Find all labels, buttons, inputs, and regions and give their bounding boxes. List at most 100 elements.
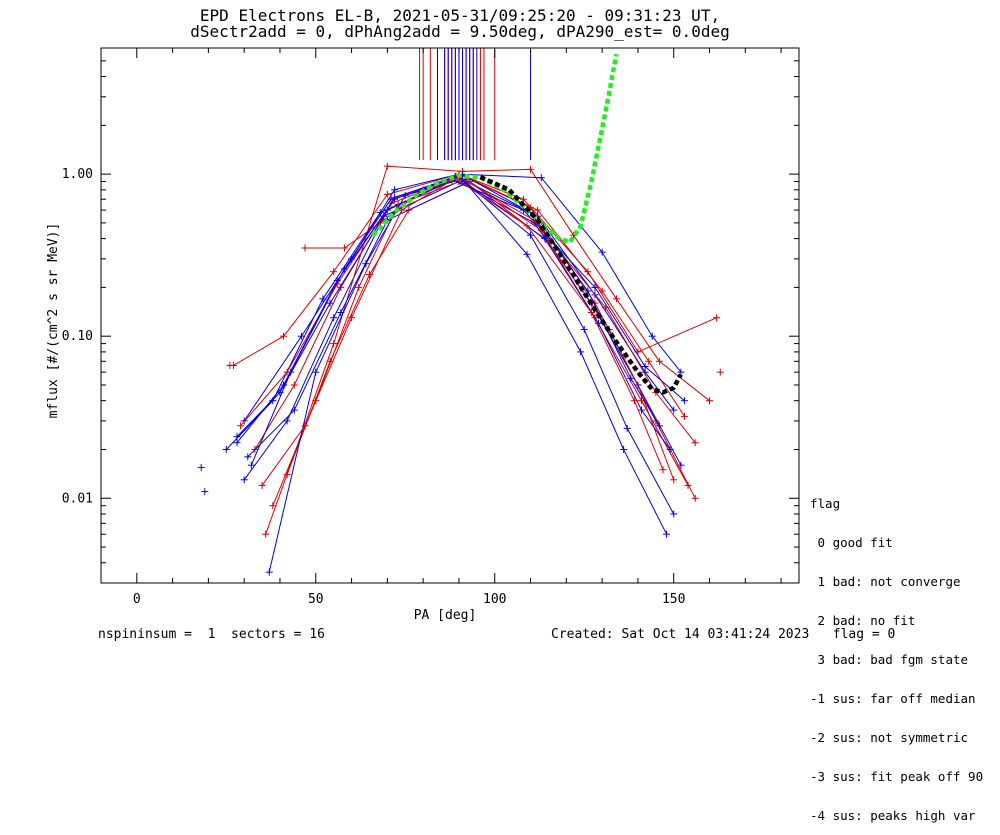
data-point xyxy=(541,235,549,243)
data-point xyxy=(330,340,338,348)
axes-layer: 0 50 100 150 0.01 0.10 1.00 PA [deg] mflux [#/(c… xyxy=(46,47,800,623)
x-tick-label: 150 xyxy=(662,592,685,607)
data-point xyxy=(326,299,334,307)
data-point xyxy=(577,348,585,356)
data-point xyxy=(641,363,649,371)
data-point xyxy=(638,406,646,414)
data-point xyxy=(312,368,320,376)
y-tick-label: 0.10 xyxy=(62,329,93,344)
data-point xyxy=(319,295,327,303)
data-point xyxy=(519,195,527,203)
data-point xyxy=(655,357,663,365)
legend-title: flag xyxy=(810,496,841,511)
isolated-point xyxy=(716,368,724,376)
series-line-5 xyxy=(250,175,675,466)
data-point xyxy=(283,471,291,479)
data-point xyxy=(580,325,588,333)
data-point xyxy=(691,494,699,502)
data-point xyxy=(233,439,241,447)
isolated-point xyxy=(197,463,205,471)
data-point xyxy=(283,417,291,425)
data-point xyxy=(290,406,298,414)
data-point xyxy=(713,314,721,322)
data-point xyxy=(262,530,270,538)
legend-item-fit-peak-off: -3 sus: fit peak off 90 xyxy=(810,769,984,784)
series-line-13 xyxy=(247,182,671,458)
plot-frame xyxy=(100,47,800,584)
data-point xyxy=(340,244,348,252)
x-axis-title: PA [deg] xyxy=(414,608,477,623)
data-point xyxy=(680,412,688,420)
legend-item-not-symmetric: -2 sus: not symmetric xyxy=(810,730,969,745)
data-layer xyxy=(197,48,724,576)
data-point xyxy=(620,445,628,453)
data-point xyxy=(584,287,592,295)
data-point xyxy=(383,162,391,170)
data-point xyxy=(666,445,674,453)
legend-item-peaks-high-var: -4 sus: peaks high var xyxy=(810,808,976,823)
data-point xyxy=(387,199,395,207)
data-point xyxy=(527,165,535,173)
data-point xyxy=(258,481,266,489)
data-point xyxy=(297,332,305,340)
data-point xyxy=(684,481,692,489)
chart-title-line1: EPD Electrons EL-B, 2021-05-31/09:25:20 … xyxy=(199,6,721,25)
data-point xyxy=(670,476,678,484)
data-point xyxy=(333,277,341,285)
data-point xyxy=(677,368,685,376)
data-point xyxy=(534,206,542,214)
footer-spin-info: nspininsum = 1 sectors = 16 xyxy=(98,627,325,642)
data-point xyxy=(283,368,291,376)
data-point xyxy=(244,453,252,461)
x-tick-label: 50 xyxy=(308,592,324,607)
data-point xyxy=(587,309,595,317)
data-point xyxy=(612,295,620,303)
y-tick-label: 1.00 xyxy=(62,167,93,182)
data-point xyxy=(237,422,245,430)
isolated-point xyxy=(226,361,234,369)
legend-item-no-fit: 2 bad: no fit xyxy=(810,613,916,628)
data-point xyxy=(527,231,535,239)
data-point xyxy=(648,332,656,340)
data-point xyxy=(591,283,599,291)
data-point xyxy=(391,195,399,203)
pitch-angle-plot: 0 50 100 150 0.01 0.10 1.00 PA [deg] mflux [#/(c… xyxy=(46,47,800,623)
data-point xyxy=(602,304,610,312)
data-point xyxy=(265,568,273,576)
data-point xyxy=(376,208,384,216)
y-tick-label: 0.01 xyxy=(62,491,93,506)
y-axis-title: mflux [#/(cm^2 s sr MeV)] xyxy=(46,223,61,419)
data-point xyxy=(337,309,345,317)
data-point xyxy=(269,502,277,510)
data-point xyxy=(645,357,653,365)
data-point xyxy=(391,186,399,194)
data-point xyxy=(627,374,635,382)
data-point xyxy=(623,424,631,432)
data-point xyxy=(290,381,298,389)
data-point xyxy=(670,406,678,414)
data-point xyxy=(523,250,531,258)
data-point xyxy=(222,445,230,453)
data-point xyxy=(691,439,699,447)
flag-legend: flag 0 good fit 1 bad: not converge 2 ba… xyxy=(810,471,983,835)
data-point xyxy=(301,244,309,252)
data-point xyxy=(598,248,606,256)
legend-item-bad-fgm: 3 bad: bad fgm state xyxy=(810,652,969,667)
x-tick-label: 100 xyxy=(483,592,506,607)
data-point xyxy=(655,422,663,430)
data-point xyxy=(240,476,248,484)
fit-curve-black xyxy=(479,174,683,395)
data-point xyxy=(630,397,638,405)
data-point xyxy=(537,174,545,182)
data-point xyxy=(523,222,531,230)
series-line-9 xyxy=(268,178,668,573)
data-point xyxy=(584,268,592,276)
data-point xyxy=(659,466,667,474)
data-point xyxy=(706,397,714,405)
data-point xyxy=(383,190,391,198)
data-point xyxy=(280,381,288,389)
legend-item-far-off-median: -1 sus: far off median xyxy=(810,691,976,706)
data-point xyxy=(355,283,363,291)
data-point xyxy=(247,461,255,469)
data-point xyxy=(301,422,309,430)
